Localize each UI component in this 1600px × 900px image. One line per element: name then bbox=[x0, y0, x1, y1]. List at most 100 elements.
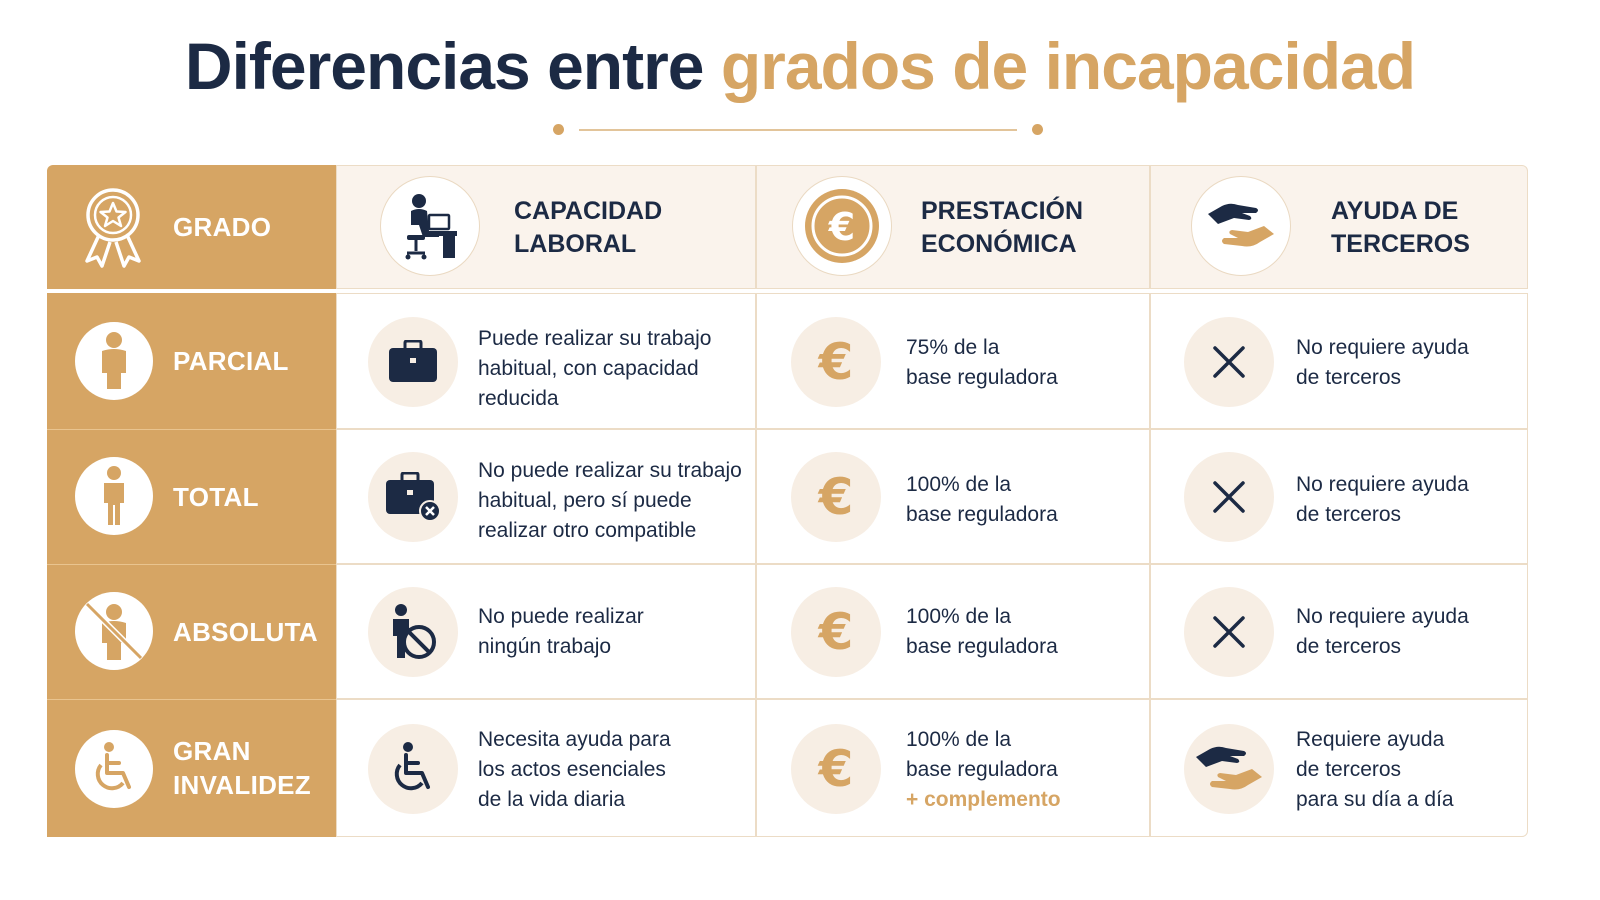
label-line: GRAN bbox=[173, 736, 251, 766]
wheelchair-icon bbox=[75, 730, 153, 808]
label-line: INVALIDEZ bbox=[173, 770, 311, 800]
person-prohibited-icon bbox=[368, 587, 458, 677]
text-line: de la vida diaria bbox=[478, 788, 626, 811]
text-line: base reguladora bbox=[906, 758, 1058, 781]
title-part-1: Diferencias entre bbox=[184, 29, 705, 103]
row-parcial-ayuda-text: No requiere ayuda de terceros bbox=[1296, 333, 1469, 393]
x-icon bbox=[1184, 452, 1274, 542]
title-divider bbox=[553, 124, 1043, 136]
euro-icon: € bbox=[791, 452, 881, 542]
row-total-ayuda-cell: No requiere ayuda de terceros bbox=[1150, 429, 1528, 564]
row-gran-invalidez-ayuda-cell: Requiere ayuda de terceros para su día a… bbox=[1150, 699, 1528, 837]
wheelchair-icon bbox=[368, 724, 458, 814]
row-absoluta-prestacion-cell: € 100% de la base reguladora bbox=[756, 564, 1150, 699]
euro-icon: € bbox=[791, 724, 881, 814]
text-line: Necesita ayuda para bbox=[478, 728, 671, 751]
briefcase-x-icon bbox=[368, 452, 458, 542]
text-line: 100% de la bbox=[906, 605, 1012, 628]
euro-icon: € bbox=[791, 317, 881, 407]
text-line: ningún trabajo bbox=[478, 635, 612, 658]
euro-icon: € bbox=[791, 587, 881, 677]
text-line: No requiere ayuda bbox=[1296, 605, 1469, 628]
row-absoluta-capacidad-cell: No puede realizar ningún trabajo bbox=[336, 564, 756, 699]
text-line: No requiere ayuda bbox=[1296, 473, 1469, 496]
text-line: los actos esenciales bbox=[478, 758, 666, 781]
row-gran-invalidez-label-cell: GRAN INVALIDEZ bbox=[47, 699, 339, 837]
text-line: realizar otro compatible bbox=[478, 519, 697, 542]
row-parcial-capacidad-cell: Puede realizar su trabajo habitual, con … bbox=[336, 293, 756, 429]
euro-coin-icon: € bbox=[792, 176, 892, 276]
header-capacidad-cell: CAPACIDAD LABORAL bbox=[336, 165, 756, 289]
row-absoluta-label: ABSOLUTA bbox=[173, 617, 318, 647]
row-total-label: TOTAL bbox=[173, 482, 259, 512]
row-parcial-capacidad-text: Puede realizar su trabajo habitual, con … bbox=[478, 324, 711, 414]
header-prestacion-title: PRESTACIÓN ECONÓMICA bbox=[921, 195, 1083, 261]
page-title: Diferencias entre grados de incapacidad bbox=[0, 28, 1600, 104]
row-absoluta-capacidad-text: No puede realizar ningún trabajo bbox=[478, 602, 644, 662]
row-absoluta-label-cell: ABSOLUTA bbox=[47, 564, 339, 699]
briefcase-icon bbox=[368, 317, 458, 407]
svg-text:€: € bbox=[828, 205, 855, 249]
text-line: de terceros bbox=[1296, 503, 1402, 526]
row-total-prestacion-cell: € 100% de la base reguladora bbox=[756, 429, 1150, 564]
header-grado-label: GRADO bbox=[173, 212, 272, 242]
text-line: reducida bbox=[478, 387, 559, 410]
header-ayuda-cell: AYUDA DE TERCEROS bbox=[1150, 165, 1528, 289]
header-grado-cell: GRADO bbox=[47, 165, 339, 289]
header-capacidad-title: CAPACIDAD LABORAL bbox=[514, 195, 662, 261]
text-line: para su día a día bbox=[1296, 788, 1454, 811]
text-line: habitual, con capacidad bbox=[478, 357, 699, 380]
row-gran-invalidez-ayuda-text: Requiere ayuda de terceros para su día a… bbox=[1296, 725, 1454, 815]
text-line: de terceros bbox=[1296, 758, 1402, 781]
person-crossed-icon bbox=[75, 592, 153, 670]
complemento-text: + complemento bbox=[906, 788, 1061, 811]
header-ayuda-title: AYUDA DE TERCEROS bbox=[1331, 195, 1470, 261]
text-line: No puede realizar bbox=[478, 605, 644, 628]
row-total-ayuda-text: No requiere ayuda de terceros bbox=[1296, 470, 1469, 530]
text-line: base reguladora bbox=[906, 503, 1058, 526]
row-absoluta-ayuda-cell: No requiere ayuda de terceros bbox=[1150, 564, 1528, 699]
header-prestacion-line-2: ECONÓMICA bbox=[921, 230, 1077, 258]
row-absoluta-ayuda-text: No requiere ayuda de terceros bbox=[1296, 602, 1469, 662]
row-total-capacidad-text: No puede realizar su trabajo habitual, p… bbox=[478, 456, 742, 546]
header-capacidad-line-2: LABORAL bbox=[514, 230, 637, 258]
x-icon bbox=[1184, 587, 1274, 677]
row-total-capacidad-cell: No puede realizar su trabajo habitual, p… bbox=[336, 429, 756, 564]
text-line: base reguladora bbox=[906, 635, 1058, 658]
text-line: No puede realizar su trabajo bbox=[478, 459, 742, 482]
row-parcial-label: PARCIAL bbox=[173, 346, 289, 376]
person-icon bbox=[75, 322, 153, 400]
text-line: base reguladora bbox=[906, 366, 1058, 389]
text-line: Puede realizar su trabajo bbox=[478, 327, 712, 350]
header-ayuda-line-2: TERCEROS bbox=[1331, 230, 1470, 258]
text-line: de terceros bbox=[1296, 635, 1402, 658]
helping-hands-icon bbox=[1184, 724, 1274, 814]
helping-hands-icon bbox=[1191, 176, 1291, 276]
text-line: de terceros bbox=[1296, 366, 1402, 389]
text-line: 100% de la bbox=[906, 473, 1012, 496]
row-gran-invalidez-prestacion-text: 100% de la base reguladora + complemento bbox=[906, 725, 1061, 815]
row-total-label-cell: TOTAL bbox=[47, 429, 339, 564]
row-parcial-ayuda-cell: No requiere ayuda de terceros bbox=[1150, 293, 1528, 429]
person-icon bbox=[75, 457, 153, 535]
row-gran-invalidez-label: GRAN INVALIDEZ bbox=[173, 734, 311, 802]
row-parcial-prestacion-text: 75% de la base reguladora bbox=[906, 333, 1058, 393]
row-parcial-prestacion-cell: € 75% de la base reguladora bbox=[756, 293, 1150, 429]
header-capacidad-line-1: CAPACIDAD bbox=[514, 197, 663, 225]
row-gran-invalidez-capacidad-cell: Necesita ayuda para los actos esenciales… bbox=[336, 699, 756, 837]
person-at-desk-icon bbox=[380, 176, 480, 276]
text-line: habitual, pero sí puede bbox=[478, 489, 692, 512]
text-line: 75% de la bbox=[906, 336, 1000, 359]
header-prestacion-line-1: PRESTACIÓN bbox=[921, 197, 1084, 225]
title-part-2: grados de incapacidad bbox=[720, 29, 1416, 103]
x-icon bbox=[1184, 317, 1274, 407]
header-prestacion-cell: € PRESTACIÓN ECONÓMICA bbox=[756, 165, 1150, 289]
row-gran-invalidez-prestacion-cell: € 100% de la base reguladora + complemen… bbox=[756, 699, 1150, 837]
row-absoluta-prestacion-text: 100% de la base reguladora bbox=[906, 602, 1058, 662]
header-ayuda-line-1: AYUDA DE bbox=[1331, 197, 1459, 225]
row-total-prestacion-text: 100% de la base reguladora bbox=[906, 470, 1058, 530]
award-ribbon-star-icon bbox=[81, 185, 145, 274]
text-line: 100% de la bbox=[906, 728, 1012, 751]
text-line: No requiere ayuda bbox=[1296, 336, 1469, 359]
text-line: Requiere ayuda bbox=[1296, 728, 1445, 751]
